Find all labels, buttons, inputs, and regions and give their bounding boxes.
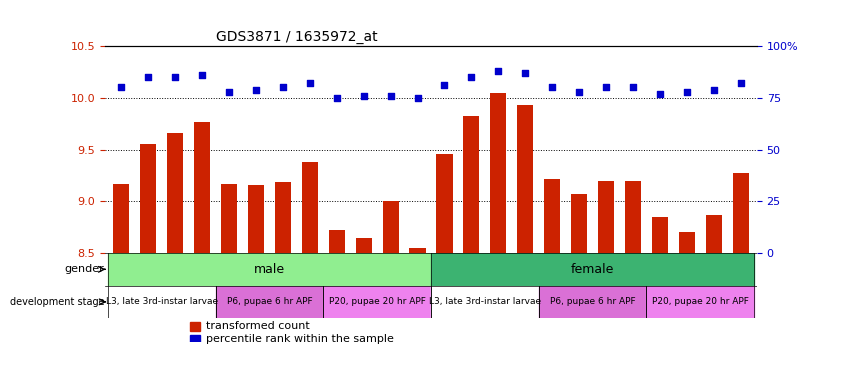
Bar (248, 185, 264, 253)
Bar (302, 162, 318, 253)
Bar (140, 144, 156, 253)
Point (653, 91, 667, 97)
Bar (539, 286, 647, 318)
Text: percentile rank within the sample: percentile rank within the sample (206, 334, 394, 344)
Text: L3, late 3rd-instar larvae: L3, late 3rd-instar larvae (106, 297, 218, 306)
Bar (190, 335, 199, 344)
Point (546, 84, 559, 91)
Point (330, 95, 343, 101)
Bar (431, 286, 539, 318)
Point (519, 70, 532, 76)
Bar (221, 184, 237, 253)
Point (168, 74, 182, 80)
Point (627, 84, 640, 91)
Bar (410, 248, 426, 253)
Text: female: female (571, 263, 614, 276)
Text: L3, late 3rd-instar larvae: L3, late 3rd-instar larvae (429, 297, 541, 306)
Point (276, 84, 289, 91)
Bar (733, 173, 748, 253)
Point (222, 89, 235, 95)
Point (492, 68, 505, 74)
Bar (275, 182, 291, 253)
Bar (190, 322, 199, 331)
Bar (706, 215, 722, 253)
Bar (356, 238, 372, 253)
Bar (194, 122, 210, 253)
Bar (323, 286, 431, 318)
Text: GDS3871 / 1635972_at: GDS3871 / 1635972_at (216, 30, 378, 44)
Bar (167, 133, 183, 253)
Bar (436, 154, 452, 253)
Point (600, 84, 613, 91)
Bar (114, 184, 130, 253)
Point (303, 80, 316, 86)
Text: P6, pupae 6 hr APF: P6, pupae 6 hr APF (550, 297, 636, 306)
Point (680, 89, 694, 95)
Point (383, 93, 397, 99)
Bar (625, 180, 641, 253)
Point (357, 93, 370, 99)
Text: P20, pupae 20 hr APF: P20, pupae 20 hr APF (652, 297, 748, 306)
Bar (490, 93, 506, 253)
Text: P6, pupae 6 hr APF: P6, pupae 6 hr APF (226, 297, 312, 306)
Text: P20, pupae 20 hr APF: P20, pupae 20 hr APF (329, 297, 426, 306)
Bar (598, 180, 614, 253)
Text: transformed count: transformed count (206, 321, 309, 331)
Point (410, 95, 424, 101)
Point (114, 84, 128, 91)
Bar (571, 194, 587, 253)
Bar (431, 253, 754, 286)
Bar (647, 286, 754, 318)
Bar (383, 201, 399, 253)
Point (734, 80, 748, 86)
Point (465, 74, 479, 80)
Point (141, 74, 155, 80)
Point (573, 89, 586, 95)
Bar (215, 286, 323, 318)
Text: development stage: development stage (10, 297, 104, 307)
Text: male: male (254, 263, 285, 276)
Bar (463, 116, 479, 253)
Bar (108, 286, 215, 318)
Bar (679, 232, 695, 253)
Bar (329, 230, 345, 253)
Point (195, 72, 209, 78)
Bar (544, 179, 560, 253)
Point (707, 86, 721, 93)
Bar (108, 253, 431, 286)
Text: gender: gender (65, 264, 104, 274)
Bar (652, 217, 668, 253)
Bar (517, 105, 533, 253)
Point (249, 86, 262, 93)
Point (438, 82, 452, 88)
